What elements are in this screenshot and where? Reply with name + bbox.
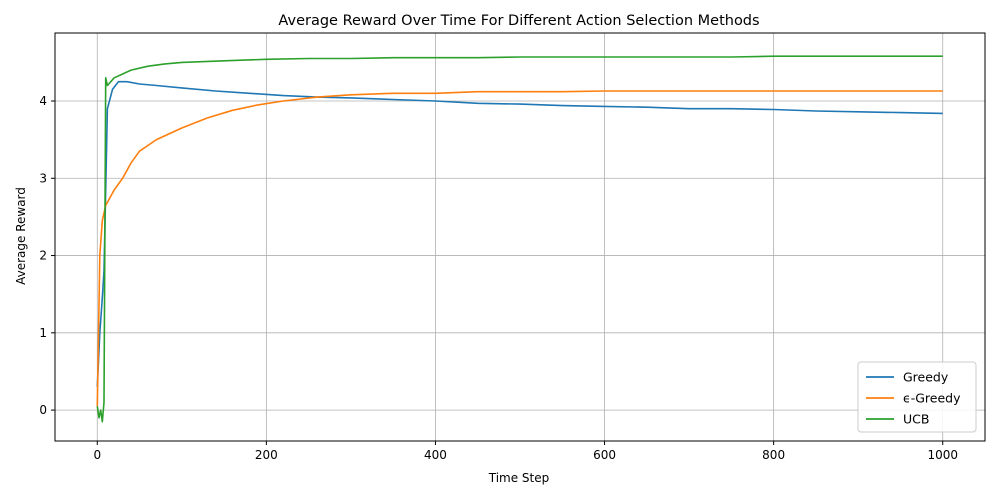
legend: Greedy ϵ-Greedy UCB — [857, 361, 977, 433]
x-tick-label: 0 — [93, 448, 101, 462]
axis-ticks: 0 200 400 600 800 1000 0 1 2 3 4 — [39, 94, 958, 462]
legend-box — [857, 361, 977, 433]
x-tick-label: 1000 — [927, 448, 958, 462]
series-line-ucb — [96, 55, 943, 423]
legend-label: Greedy — [903, 370, 949, 385]
y-tick-label: 4 — [39, 94, 47, 108]
series-lines — [96, 55, 943, 423]
legend-label: ϵ-Greedy — [903, 391, 961, 406]
chart-title: Average Reward Over Time For Different A… — [278, 13, 759, 29]
legend-label: UCB — [903, 412, 929, 427]
x-tick-label: 600 — [593, 448, 616, 462]
series-line-greedy — [96, 80, 943, 387]
y-tick-label: 1 — [39, 326, 47, 340]
y-tick-label: 3 — [39, 171, 47, 185]
x-tick-label: 200 — [255, 448, 278, 462]
grid-lines — [55, 33, 985, 441]
y-tick-label: 2 — [39, 249, 47, 263]
y-tick-label: 0 — [39, 403, 47, 417]
y-axis-label: Average Reward — [14, 187, 28, 285]
x-tick-label: 400 — [424, 448, 447, 462]
x-tick-label: 800 — [762, 448, 785, 462]
series-line-greedy — [96, 90, 943, 407]
x-axis-label: Time Step — [488, 471, 550, 485]
plot-frame — [54, 32, 986, 442]
